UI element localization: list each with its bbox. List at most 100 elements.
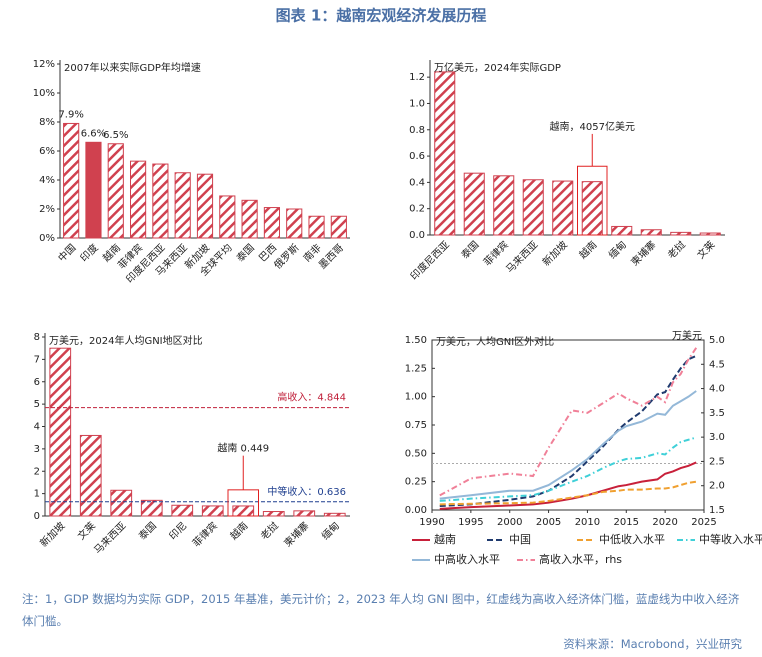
y-tick-label: 0.6 (409, 151, 425, 162)
figure-title: 图表 1：越南宏观经济发展历程 (276, 7, 487, 25)
x-tick-label: 2005 (536, 517, 561, 528)
y-tick-label: 1.50 (405, 335, 427, 346)
series-line (439, 480, 697, 506)
y-tick-label: 8 (34, 332, 40, 343)
y-tick-label: 5 (34, 399, 40, 410)
chart-title: 万美元，2024年人均GNI地区对比 (49, 334, 203, 347)
reference-label: 高收入：4.844 (277, 391, 346, 404)
bar (493, 175, 515, 236)
y-tick-label: 6% (39, 146, 55, 157)
x-tick-label: 菲律宾 (190, 519, 220, 549)
bar (85, 141, 102, 239)
x-tick-label: 印度 (77, 241, 100, 264)
legend-label: 中低收入水平 (599, 532, 665, 546)
bar (201, 505, 224, 517)
y2-tick-label: 3.0 (709, 432, 725, 443)
figure: 图表 1：越南宏观经济发展历程 0% 2% 4% 6% 8% 10% 12% 7.9% 中国 6.… (33, 7, 762, 567)
x-tick-label: 2000 (497, 517, 522, 528)
y-tick-label: 1.2 (409, 72, 425, 83)
chart-title: 2007年以来实际GDP年均增速 (64, 61, 201, 74)
x-tick-label: 马来西亚 (504, 239, 541, 276)
y-tick-label: 1.25 (405, 363, 427, 374)
y-tick-label: 0 (34, 511, 40, 522)
y-tick-label: 0.4 (409, 177, 425, 188)
x-tick-label: 柬埔寨 (628, 238, 658, 268)
bar (129, 160, 147, 239)
x-tick-label: 2025 (691, 517, 716, 528)
bar (434, 71, 456, 236)
bar (552, 180, 574, 236)
bar (293, 510, 316, 517)
x-tick-label: 泰国 (458, 238, 481, 261)
y-tick-label: 1.0 (409, 98, 425, 109)
y-tick-label: 8% (39, 117, 55, 128)
x-tick-label: 缅甸 (606, 238, 629, 261)
bar (63, 122, 80, 239)
bar (262, 511, 285, 517)
x-tick-label: 缅甸 (319, 519, 342, 542)
bar (308, 215, 325, 239)
y2-tick-label: 4.0 (709, 384, 725, 395)
series-line (439, 354, 697, 508)
y2-tick-label: 3.5 (709, 408, 725, 419)
value-label: 6.6% (81, 128, 106, 139)
x-tick-label: 马来西亚 (92, 520, 129, 557)
bar (286, 208, 303, 239)
x-tick-label: 越南 (576, 238, 599, 261)
bar (49, 347, 72, 517)
chart-title: 万亿美元，2024年实际GDP (434, 61, 561, 74)
x-tick-label: 老挝 (258, 519, 281, 542)
x-tick-label: 老挝 (665, 238, 688, 261)
y-tick-label: 10% (33, 88, 55, 99)
series-line (439, 347, 698, 497)
x-tick-label: 俄罗斯 (271, 241, 301, 271)
y2-axis-label: 万美元 (672, 329, 702, 342)
y-tick-label: 0.75 (405, 420, 427, 431)
bar (196, 173, 214, 239)
bar (140, 499, 163, 517)
x-tick-label: 中国 (55, 241, 78, 264)
y-tick-label: 0% (39, 233, 55, 244)
bar (171, 504, 194, 517)
bar (522, 179, 544, 236)
bar (174, 172, 191, 239)
bar (107, 143, 124, 239)
y2-tick-label: 5.0 (709, 335, 725, 346)
bar (241, 199, 258, 239)
reference-label: 中等收入：0.636 (267, 485, 346, 498)
bar (463, 172, 485, 236)
y2-tick-label: 2.5 (709, 456, 725, 467)
legend-label: 中高收入水平 (434, 552, 500, 566)
bar (581, 181, 603, 236)
legend-label: 越南 (434, 532, 456, 546)
series-line (439, 436, 697, 502)
x-tick-label: 1990 (419, 517, 444, 528)
x-tick-label: 新加坡 (540, 238, 570, 268)
y-tick-label: 0.0 (409, 230, 425, 241)
y-tick-label: 2 (34, 466, 40, 477)
x-tick-label: 文莱 (75, 519, 98, 542)
y-tick-label: 0.00 (405, 505, 427, 516)
bar (219, 195, 236, 239)
y-tick-label: 4% (39, 175, 55, 186)
x-tick-label: 印尼 (167, 520, 190, 543)
bar (699, 232, 721, 236)
y2-tick-label: 2.0 (709, 481, 725, 492)
x-tick-label: 印度尼西亚 (407, 238, 452, 283)
y-tick-label: 1 (34, 489, 40, 500)
y-tick-label: 0.2 (409, 204, 425, 215)
source: 资料来源：Macrobond，兴业研究 (563, 637, 742, 651)
y2-tick-label: 4.5 (709, 359, 725, 370)
x-tick-label: 泰国 (136, 519, 159, 542)
legend-label: 中等收入水平 (699, 532, 762, 546)
y-tick-label: 4 (34, 422, 40, 433)
y-tick-label: 1.00 (405, 392, 427, 403)
bar (79, 434, 102, 517)
x-tick-label: 1995 (458, 517, 483, 528)
plot-frame (431, 339, 705, 511)
y-tick-label: 0.8 (409, 125, 425, 136)
bar (670, 231, 692, 236)
value-label: 6.5% (103, 130, 128, 141)
legend-label: 高收入水平，rhs (539, 552, 622, 566)
